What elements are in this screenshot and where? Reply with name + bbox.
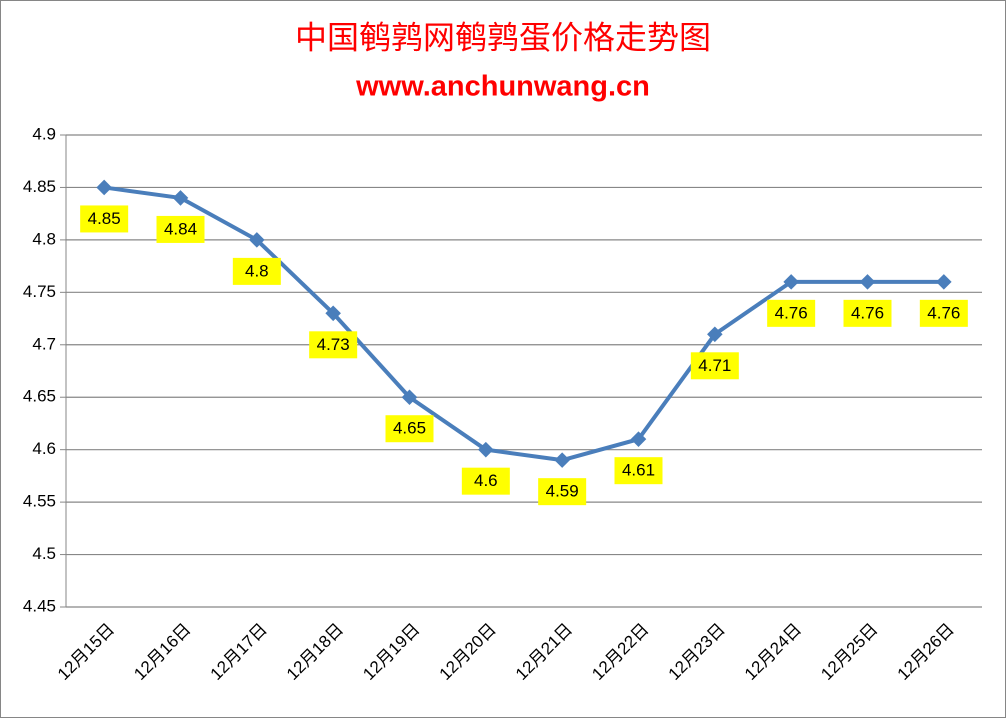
- data-label: 4.76: [851, 303, 884, 322]
- data-label: 4.73: [317, 335, 350, 354]
- data-label: 4.61: [622, 461, 655, 480]
- marker: [172, 190, 189, 206]
- marker: [96, 179, 112, 196]
- data-label-background: [919, 299, 968, 327]
- y-tick-label: 4.7: [32, 334, 56, 353]
- line: [103, 185, 944, 463]
- marker: [249, 232, 265, 248]
- data-label: 4.71: [698, 356, 731, 375]
- data-label-background: [232, 257, 281, 285]
- data-label: 4.6: [474, 471, 498, 490]
- data-label: 4.76: [775, 303, 808, 322]
- data-label-background: [690, 352, 739, 380]
- data-label-background: [385, 415, 434, 443]
- data-label: 4.76: [927, 303, 960, 322]
- y-tick-label: 4.45: [23, 596, 56, 615]
- chart-subtitle: www.anchunwang.cn: [355, 71, 650, 103]
- data-label: 4.85: [88, 209, 121, 228]
- y-tick-label: 4.6: [32, 439, 56, 458]
- y-tick-label: 4.5: [32, 544, 56, 563]
- data-label: 4.59: [546, 482, 579, 501]
- data-label-background: [614, 457, 663, 485]
- chart-title: 中国鹌鹑网鹌鹑蛋价格走势图: [295, 19, 711, 57]
- y-tick-label: 4.55: [23, 492, 56, 511]
- data-label-background: [767, 299, 816, 327]
- data-label-background: [309, 331, 358, 359]
- y-tick-label: 4.8: [32, 229, 56, 248]
- data-label-background: [538, 478, 587, 506]
- data-label-background: [843, 299, 892, 327]
- y-tick-label: 4.75: [23, 282, 56, 301]
- data-label: 4.8: [245, 261, 269, 280]
- y-tick-label: 4.65: [23, 387, 56, 406]
- data-label-background: [80, 205, 129, 233]
- data-label-background: [461, 467, 510, 495]
- data-label-background: [156, 215, 205, 243]
- data-label: 4.65: [393, 419, 426, 438]
- y-tick-label: 4.85: [23, 177, 56, 196]
- y-tick-label: 4.9: [32, 124, 56, 143]
- data-label: 4.84: [164, 219, 197, 238]
